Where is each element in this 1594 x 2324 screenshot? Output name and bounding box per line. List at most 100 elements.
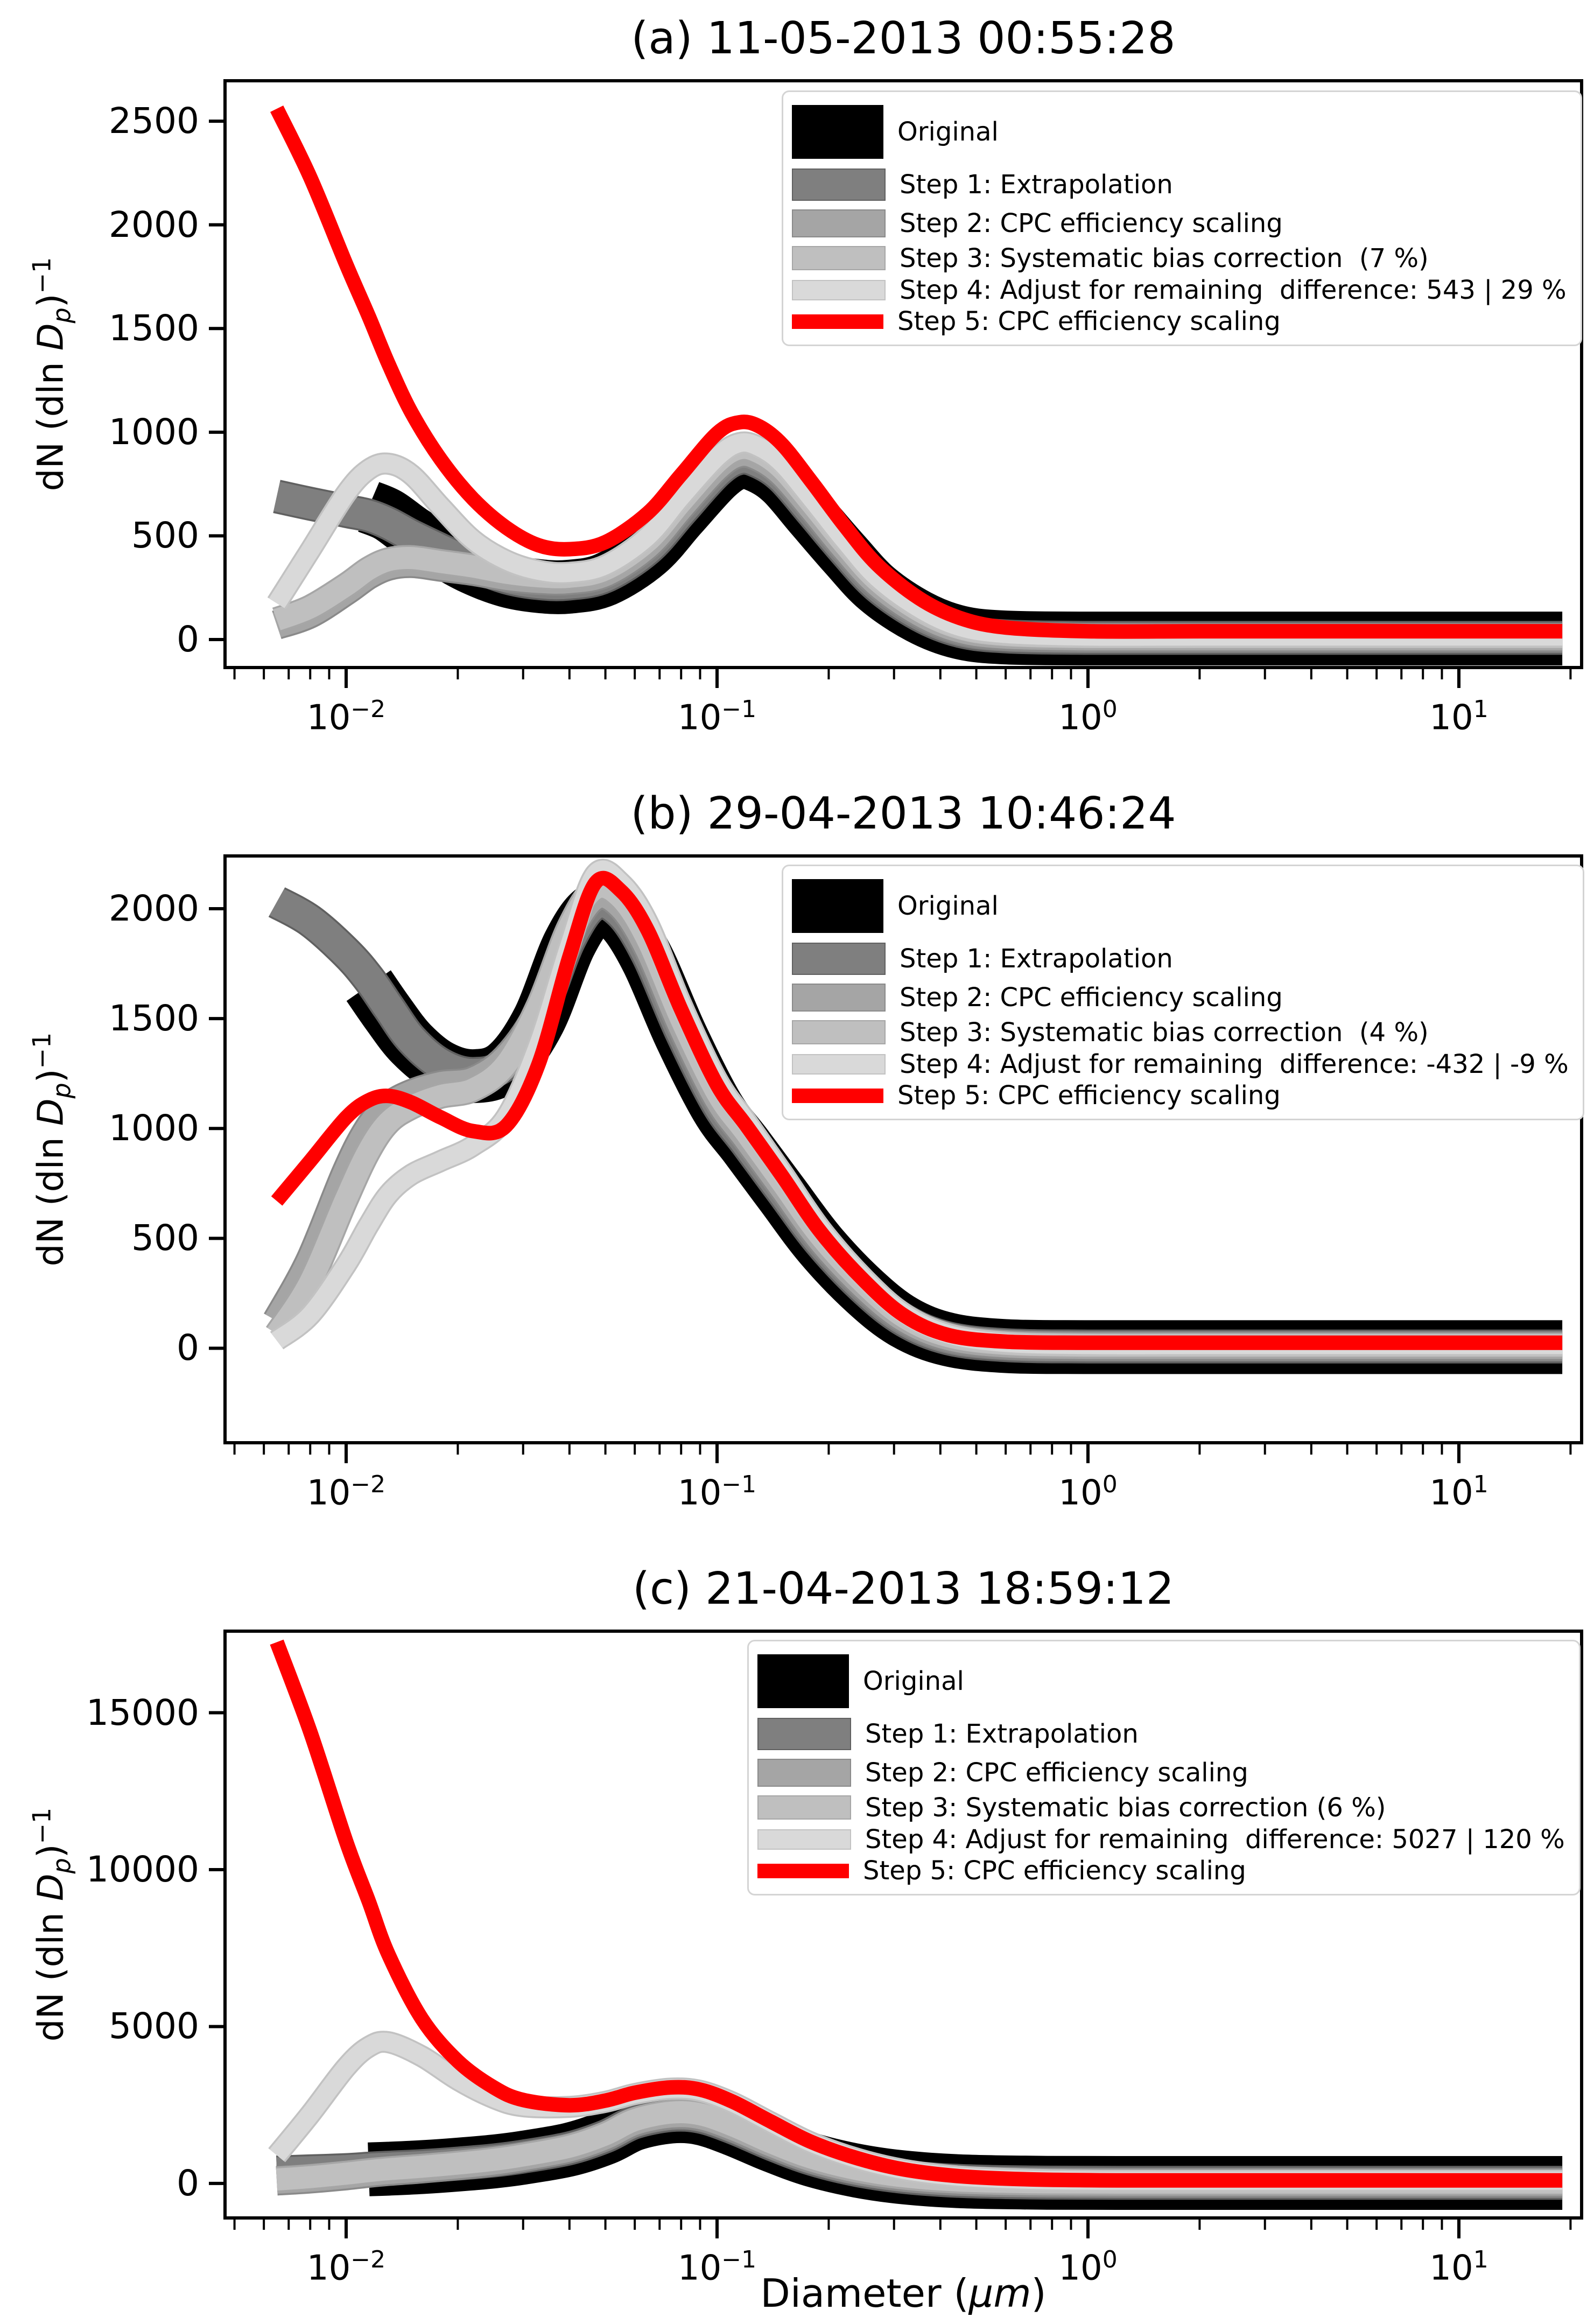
legend-row: Step 2: CPC efficiency scaling — [792, 979, 1569, 1016]
legend-row: Original — [792, 100, 1567, 164]
legend-label: Step 5: CPC efficiency scaling — [897, 306, 1281, 336]
x-tick-label: 10−2 — [306, 696, 386, 738]
y-tick-label: 2000 — [109, 203, 199, 245]
y-tick-label: 500 — [131, 515, 199, 557]
legend-label: Step 1: Extrapolation — [900, 944, 1173, 974]
y-tick-label: 1500 — [109, 307, 199, 349]
y-tick-label: 2000 — [109, 887, 199, 929]
legend-swatch — [757, 1863, 849, 1878]
legend-swatch — [792, 1088, 883, 1103]
legend-row: Step 2: CPC efficiency scaling — [757, 1754, 1565, 1791]
legend-label: Original — [863, 1666, 964, 1696]
legend-swatch — [757, 1718, 851, 1750]
y-tick-label: 15000 — [86, 1691, 199, 1733]
legend-label: Step 5: CPC efficiency scaling — [897, 1080, 1281, 1111]
legend-row: Step 5: CPC efficiency scaling — [792, 1080, 1569, 1111]
y-tick-label: 5000 — [109, 2005, 199, 2047]
panel-c-curves — [268, 1639, 1563, 2210]
legend-row: Step 4: Adjust for remaining difference:… — [792, 275, 1567, 306]
y-tick-label: 1500 — [109, 998, 199, 1040]
x-tick-label: 10−1 — [677, 2246, 757, 2288]
legend-swatch — [792, 984, 886, 1012]
panel-a-curves — [267, 106, 1563, 666]
series-step5-c — [270, 1639, 1563, 2188]
legend-swatch — [792, 1020, 886, 1044]
x-tick-label: 10−2 — [306, 1471, 386, 1513]
legend-swatch — [757, 1795, 851, 1820]
legend-swatch — [757, 1654, 849, 1708]
legend-swatch — [792, 943, 886, 975]
legend-label: Step 2: CPC efficiency scaling — [900, 982, 1283, 1013]
legend-swatch — [792, 879, 883, 933]
panel-b-curves — [264, 859, 1563, 1374]
legend-label: Step 2: CPC efficiency scaling — [865, 1758, 1248, 1788]
legend-swatch — [757, 1759, 851, 1787]
legend-box-b: Original Step 1: Extrapolation Step 2: CPC… — [782, 865, 1584, 1120]
legend-swatch — [792, 1054, 886, 1075]
legend-row: Step 4: Adjust for remaining difference:… — [757, 1824, 1565, 1855]
legend-row: Step 5: CPC efficiency scaling — [792, 306, 1567, 337]
legend-swatch — [792, 246, 886, 270]
series-step5-a — [270, 106, 1563, 639]
legend-row: Step 1: Extrapolation — [757, 1714, 1565, 1754]
legend-row: Step 5: CPC efficiency scaling — [757, 1855, 1565, 1886]
x-tick-label: 101 — [1429, 696, 1488, 738]
x-tick-label: 10−1 — [677, 1471, 757, 1513]
x-tick-label: 101 — [1429, 1471, 1488, 1513]
y-axis-label-a: dN (dln Dp)−1 — [27, 257, 76, 492]
legend-swatch — [792, 280, 886, 300]
x-tick-label: 100 — [1058, 2246, 1118, 2288]
panel-a-title: (a) 11-05-2013 00:55:28 — [631, 13, 1176, 64]
panel-b-spines — [223, 854, 1583, 1444]
legend-label: Step 1: Extrapolation — [900, 170, 1173, 200]
panel-a-spines — [223, 79, 1583, 669]
x-tick-label: 10−2 — [306, 2246, 386, 2288]
y-tick-label: 500 — [131, 1217, 199, 1259]
series-step4-a — [269, 433, 1563, 646]
panel-b-title: (b) 29-04-2013 10:46:24 — [630, 788, 1176, 839]
legend-label: Step 2: CPC efficiency scaling — [900, 208, 1283, 238]
legend-swatch — [792, 168, 886, 201]
legend-label: Step 3: Systematic bias correction (7 %) — [900, 243, 1429, 273]
y-tick-label: 2500 — [109, 100, 199, 142]
legend-row: Step 1: Extrapolation — [792, 938, 1569, 979]
panel-c-title: (c) 21-04-2013 18:59:12 — [632, 1563, 1175, 1614]
legend-label: Step 3: Systematic bias correction (4 %) — [900, 1017, 1429, 1048]
y-tick-label: 0 — [177, 1327, 199, 1369]
x-tick-label: 101 — [1429, 2246, 1488, 2288]
legend-row: Step 2: CPC efficiency scaling — [792, 205, 1567, 242]
legend-label: Original — [897, 117, 999, 147]
legend-label: Step 4: Adjust for remaining difference:… — [900, 1049, 1569, 1079]
legend-label: Step 1: Extrapolation — [865, 1719, 1139, 1749]
legend-label: Original — [897, 891, 999, 921]
y-tick-label: 10000 — [86, 1848, 199, 1890]
legend-swatch — [757, 1829, 851, 1850]
legend-row: Step 1: Extrapolation — [792, 164, 1567, 205]
legend-swatch — [792, 314, 883, 329]
panel-c-spines — [223, 1630, 1583, 2220]
legend-swatch — [792, 105, 883, 159]
legend-row: Original — [757, 1649, 1565, 1714]
x-tick-label: 10−1 — [677, 696, 757, 738]
legend-label: Step 3: Systematic bias correction (6 %) — [865, 1792, 1386, 1823]
legend-row: Original — [792, 874, 1569, 938]
legend-row: Step 4: Adjust for remaining difference:… — [792, 1049, 1569, 1080]
legend-label: Step 4: Adjust for remaining difference:… — [865, 1824, 1565, 1855]
y-tick-label: 0 — [177, 619, 199, 660]
legend-label: Step 4: Adjust for remaining difference:… — [900, 275, 1567, 305]
x-tick-label: 100 — [1058, 1471, 1118, 1513]
y-tick-label: 1000 — [109, 1107, 199, 1149]
legend-row: Step 3: Systematic bias correction (7 %) — [792, 242, 1567, 275]
y-tick-label: 1000 — [109, 411, 199, 453]
legend-box-a: Original Step 1: Extrapolation Step 2: CPC… — [782, 90, 1582, 346]
x-tick-label: 100 — [1058, 696, 1118, 738]
legend-row: Step 3: Systematic bias correction (4 %) — [792, 1016, 1569, 1049]
y-tick-label: 0 — [177, 2162, 199, 2204]
series-step5-b — [271, 870, 1563, 1350]
legend-box-c: Original Step 1: Extrapolation Step 2: CPC… — [747, 1640, 1581, 1895]
x-axis-label: Diameter (μm) — [760, 2271, 1047, 2316]
legend-swatch — [792, 209, 886, 237]
legend-row: Step 3: Systematic bias correction (6 %) — [757, 1791, 1565, 1824]
legend-label: Step 5: CPC efficiency scaling — [863, 1856, 1246, 1886]
